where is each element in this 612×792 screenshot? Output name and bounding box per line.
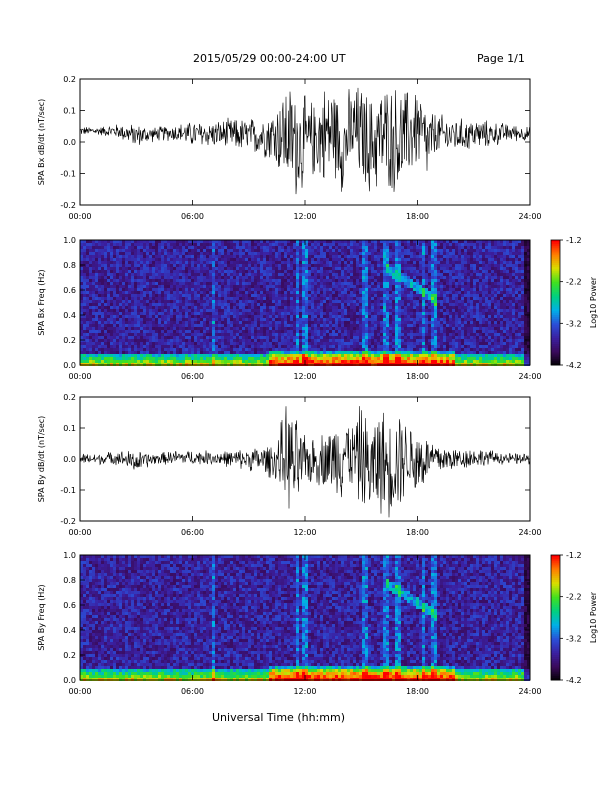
page-indicator: Page 1/1 bbox=[477, 52, 525, 65]
y-tick-label: 0.2 bbox=[63, 336, 76, 345]
x-tick-label: 12:00 bbox=[293, 687, 316, 696]
plot-frame bbox=[79, 78, 531, 206]
y-tick-label: 0.4 bbox=[63, 311, 76, 320]
x-axis-label: Universal Time (hh:mm) bbox=[212, 711, 345, 724]
y-tick-label: 0.6 bbox=[63, 601, 76, 610]
colorbar bbox=[551, 240, 560, 366]
x-tick-label: 06:00 bbox=[181, 687, 204, 696]
x-tick-label: 18:00 bbox=[406, 372, 429, 381]
x-tick-label: 06:00 bbox=[181, 212, 204, 221]
y-tick-label: 0.2 bbox=[63, 393, 76, 402]
colorbar-tick-label: -2.2 bbox=[566, 278, 582, 287]
x-tick-label: 06:00 bbox=[181, 528, 204, 537]
colorbar-tick-label: -2.2 bbox=[566, 593, 582, 602]
waveform-series bbox=[80, 87, 530, 195]
x-tick-label: 00:00 bbox=[68, 372, 91, 381]
x-tick-label: 24:00 bbox=[518, 528, 541, 537]
y-tick-label: -0.1 bbox=[60, 170, 76, 179]
y-tick-label: 0.1 bbox=[63, 107, 76, 116]
colorbar-tick-label: -3.2 bbox=[566, 319, 582, 328]
y-tick-label: 0.0 bbox=[63, 455, 76, 464]
x-tick-label: 12:00 bbox=[293, 212, 316, 221]
x-tick-label: 12:00 bbox=[293, 528, 316, 537]
x-tick-label: 24:00 bbox=[518, 212, 541, 221]
y-tick-label: 0.2 bbox=[63, 651, 76, 660]
y-tick-label: 0.0 bbox=[63, 676, 76, 685]
colorbar-label: Log10 Power bbox=[589, 591, 598, 643]
y-tick-label: 0.0 bbox=[63, 138, 76, 147]
y-axis-label: SPA By dB/dt (nT/sec) bbox=[37, 416, 46, 503]
y-tick-label: 0.8 bbox=[63, 261, 76, 270]
y-tick-label: 0.8 bbox=[63, 576, 76, 585]
x-tick-label: 24:00 bbox=[518, 687, 541, 696]
y-tick-label: 1.0 bbox=[63, 551, 76, 560]
colorbar-tick-label: -1.2 bbox=[566, 551, 582, 560]
colorbar-frame bbox=[550, 239, 561, 366]
colorbar-tick-label: -3.2 bbox=[566, 634, 582, 643]
x-tick-label: 18:00 bbox=[406, 212, 429, 221]
plot-frame bbox=[79, 554, 531, 681]
y-tick-label: -0.2 bbox=[60, 201, 76, 210]
plot-frame bbox=[79, 239, 531, 366]
y-tick-label: 0.0 bbox=[63, 361, 76, 370]
y-tick-label: -0.2 bbox=[60, 517, 76, 526]
colorbar-tick-label: -4.2 bbox=[566, 361, 582, 370]
colorbar-tick-label: -4.2 bbox=[566, 676, 582, 685]
x-tick-label: 00:00 bbox=[68, 212, 91, 221]
colorbar bbox=[551, 555, 560, 681]
x-tick-label: 18:00 bbox=[406, 687, 429, 696]
x-tick-label: 18:00 bbox=[406, 528, 429, 537]
colorbar-label: Log10 Power bbox=[589, 276, 598, 328]
y-tick-label: 0.6 bbox=[63, 286, 76, 295]
plot-frame bbox=[79, 396, 531, 522]
y-tick-label: 0.2 bbox=[63, 75, 76, 84]
spectrogram-cells bbox=[80, 240, 530, 366]
y-tick-label: -0.1 bbox=[60, 486, 76, 495]
figure-title: 2015/05/29 00:00-24:00 UT bbox=[193, 52, 346, 65]
y-tick-label: 1.0 bbox=[63, 236, 76, 245]
colorbar-tick-label: -1.2 bbox=[566, 236, 582, 245]
y-tick-label: 0.4 bbox=[63, 626, 76, 635]
x-tick-label: 12:00 bbox=[293, 372, 316, 381]
x-tick-label: 00:00 bbox=[68, 687, 91, 696]
x-tick-label: 24:00 bbox=[518, 372, 541, 381]
y-axis-label: SPA By Freq (Hz) bbox=[37, 584, 46, 650]
y-axis-label: SPA Bx dB/dt (nT/sec) bbox=[37, 99, 46, 186]
x-tick-label: 06:00 bbox=[181, 372, 204, 381]
x-tick-label: 00:00 bbox=[68, 528, 91, 537]
y-tick-label: 0.1 bbox=[63, 424, 76, 433]
spectrogram-cells bbox=[80, 555, 530, 681]
waveform-series bbox=[80, 406, 530, 518]
colorbar-frame bbox=[550, 554, 561, 681]
y-axis-label: SPA Bx Freq (Hz) bbox=[37, 269, 46, 335]
